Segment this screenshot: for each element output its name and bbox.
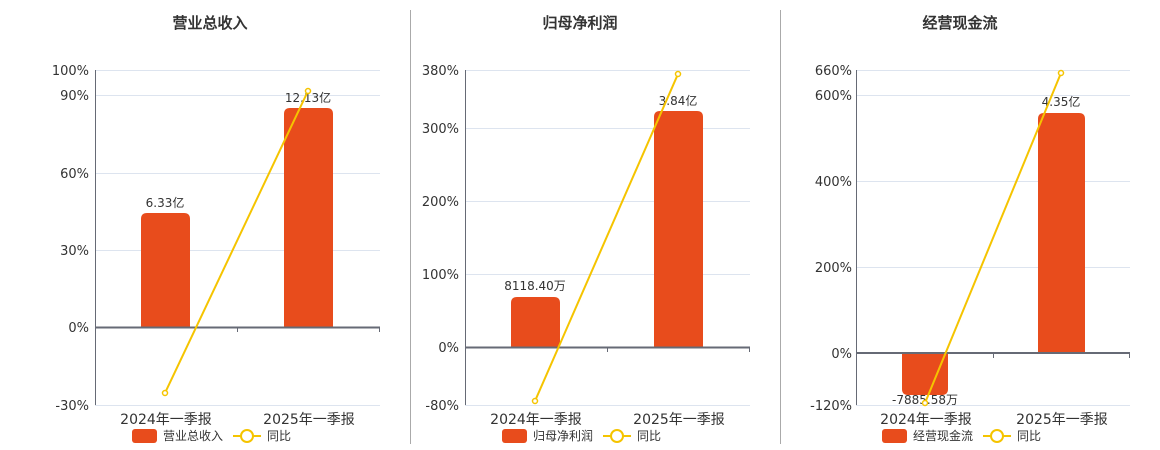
- legend-bar-swatch[interactable]: [502, 428, 527, 443]
- x-tick-label: 2025年一季报: [1016, 412, 1108, 428]
- y-tick-label: 300%: [422, 122, 459, 137]
- legend-line-swatch[interactable]: [233, 428, 262, 443]
- x-tick-label: 2024年一季报: [120, 412, 212, 428]
- x-tick-label: 2024年一季报: [880, 412, 972, 428]
- y-tick-label: 60%: [60, 167, 89, 182]
- y-tick-label: 200%: [815, 261, 852, 276]
- bar-value-label: 8118.40万: [504, 279, 566, 293]
- chart-plot: 100% 90% 60% 30% 0% -30% 6.33亿 12.13亿 20…: [52, 64, 380, 428]
- yoy-point[interactable]: [674, 70, 682, 78]
- y-tick-label: 30%: [60, 244, 89, 259]
- yoy-point[interactable]: [161, 389, 169, 397]
- bar-2025q1[interactable]: [1038, 113, 1085, 353]
- y-tick-label: 0%: [68, 321, 89, 336]
- yoy-line: [924, 72, 1062, 404]
- legend-bar-swatch[interactable]: [882, 428, 907, 443]
- bar-2025q1[interactable]: [654, 111, 703, 347]
- bar-2024q1[interactable]: [141, 213, 190, 327]
- chart-title: 营业总收入: [172, 14, 248, 32]
- panel-divider: [410, 10, 411, 444]
- bar-2024q1[interactable]: [902, 353, 948, 395]
- y-tick-label: 90%: [60, 89, 89, 104]
- chart-title: 归母净利润: [542, 14, 618, 32]
- yoy-line: [164, 90, 309, 394]
- chart-plot: 380% 300% 200% 100% 0% -80% 8118.40万 3.8…: [422, 64, 750, 428]
- legend-line-swatch[interactable]: [603, 428, 632, 443]
- legend: 经营现金流 同比: [882, 427, 1041, 444]
- panel-divider: [780, 10, 781, 444]
- y-tick-label: 380%: [422, 64, 459, 79]
- legend-bar-label[interactable]: 归母净利润: [533, 429, 594, 443]
- yoy-point[interactable]: [1057, 69, 1065, 77]
- yoy-line: [534, 73, 679, 402]
- bar-value-label: 6.33亿: [146, 195, 185, 210]
- legend-bar-swatch[interactable]: [132, 428, 157, 443]
- x-tick-label: 2025年一季报: [263, 412, 355, 428]
- y-tick-label: 200%: [422, 195, 459, 210]
- y-tick-label: -120%: [810, 399, 852, 414]
- y-tick-label: 0%: [438, 341, 459, 356]
- bar-2024q1[interactable]: [511, 297, 560, 347]
- y-tick-label: 600%: [815, 89, 852, 104]
- chart-panel-revenue: 营业总收入 100% 90% 60% 30% 0% -30% 6.33: [0, 0, 400, 450]
- legend: 归母净利润 同比: [502, 427, 661, 444]
- bar-value-label: 12.13亿: [285, 90, 331, 105]
- y-tick-label: 400%: [815, 175, 852, 190]
- chart-panel-net-profit: 归母净利润 380% 300% 200% 100% 0% -80% 8118.4…: [422, 14, 750, 444]
- legend-bar-label[interactable]: 经营现金流: [913, 429, 974, 443]
- legend-line-swatch[interactable]: [983, 428, 1012, 443]
- legend-line-label[interactable]: 同比: [1017, 429, 1042, 443]
- y-tick-label: 0%: [831, 347, 852, 362]
- y-tick-label: 100%: [52, 64, 89, 79]
- legend-line-label[interactable]: 同比: [267, 429, 292, 443]
- yoy-point[interactable]: [921, 399, 929, 407]
- legend: 营业总收入 同比: [132, 427, 291, 444]
- y-tick-label: 100%: [422, 268, 459, 283]
- legend-bar-label[interactable]: 营业总收入: [163, 429, 224, 443]
- y-tick-label: -30%: [55, 399, 89, 414]
- y-tick-label: -80%: [425, 399, 459, 414]
- legend-line-label[interactable]: 同比: [637, 429, 662, 443]
- x-tick-label: 2024年一季报: [490, 412, 582, 428]
- x-tick-label: 2025年一季报: [633, 412, 725, 428]
- yoy-point[interactable]: [531, 397, 539, 405]
- yoy-point[interactable]: [304, 87, 312, 95]
- bar-2025q1[interactable]: [284, 108, 333, 327]
- y-tick-label: 660%: [815, 64, 852, 79]
- chart-title: 经营现金流: [922, 14, 998, 32]
